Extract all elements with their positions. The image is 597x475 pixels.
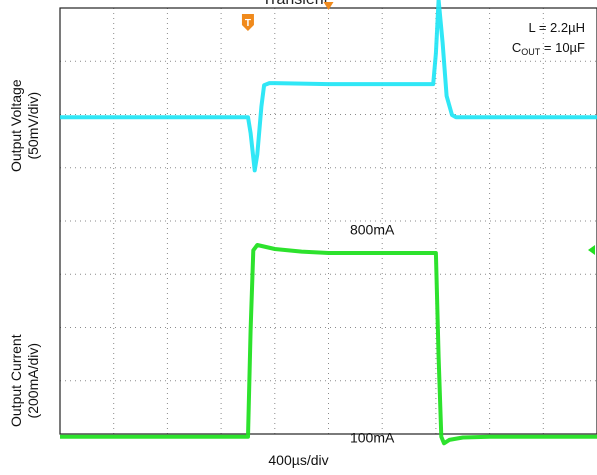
markers: T (241, 2, 595, 255)
current-annotation: 100mA (350, 430, 395, 446)
annotations: 800mA 100mA (350, 221, 395, 445)
parameter-legend: L = 2.2µH COUT = 10µF (512, 20, 585, 57)
chart-title: Transient (262, 0, 328, 9)
trigger-marker-icon (241, 14, 254, 31)
cout-label: COUT = 10µF (512, 40, 585, 57)
trigger-marker-label: T (245, 18, 251, 29)
current-axis-label: Output Current (200mA/div) (8, 334, 41, 427)
time-axis-label: 400µs/div (268, 452, 329, 468)
output-current-line (60, 243, 597, 446)
channel-offset-arrow-icon (588, 245, 595, 255)
current-annotation: 800mA (350, 221, 395, 237)
trigger-position-icon (323, 2, 334, 10)
inductance-label: L = 2.2µH (528, 20, 585, 35)
traces (60, 0, 597, 446)
grid (60, 8, 597, 434)
voltage-axis-label: Output Voltage (50mV/div) (8, 79, 41, 172)
output-voltage-line (60, 0, 597, 173)
